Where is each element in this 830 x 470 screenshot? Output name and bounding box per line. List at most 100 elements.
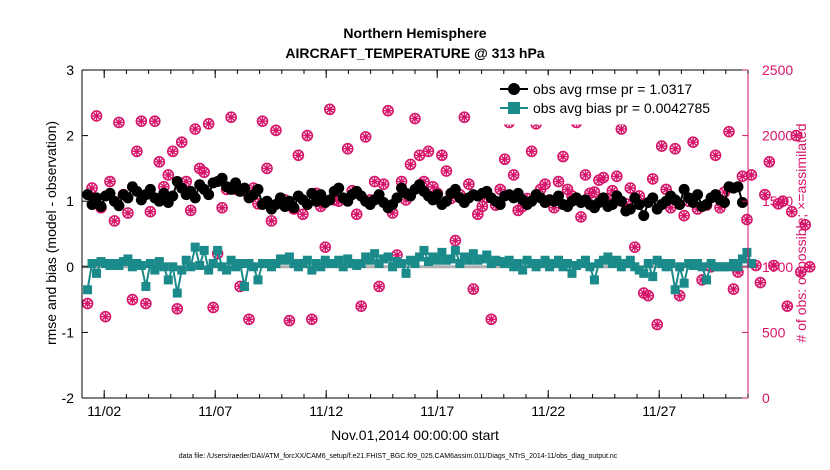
obs-possible-point — [283, 314, 296, 327]
obs-assimilated-point — [760, 190, 770, 199]
bias-point — [87, 259, 97, 269]
bias-point — [567, 268, 577, 278]
obs-possible-point — [525, 145, 538, 158]
obs-assimilated-point — [478, 202, 487, 211]
obs-possible-point — [768, 259, 780, 272]
obs-possible-point — [207, 301, 219, 314]
obs-possible-point — [373, 280, 385, 293]
obs-assimilated-point — [217, 203, 227, 212]
obs-possible-point — [350, 208, 363, 221]
y-tick-label: -2 — [62, 390, 75, 406]
bias-point — [150, 265, 160, 275]
bias-point — [437, 247, 447, 257]
rmse-point — [131, 185, 143, 197]
rmse-point — [216, 172, 228, 184]
bias-point — [482, 250, 492, 260]
obs-assimilated-point — [168, 147, 177, 156]
obs-possible-point — [422, 145, 435, 158]
obs-possible-point — [723, 125, 735, 138]
rmse-point — [674, 198, 686, 210]
obs-possible-point — [144, 205, 157, 218]
rmse-point — [431, 189, 443, 201]
obs-possible-point — [292, 149, 305, 162]
obs-assimilated-point — [419, 177, 429, 186]
obs-possible-point — [135, 115, 148, 127]
bias-point — [397, 259, 407, 269]
obs-assimilated-point — [644, 291, 653, 300]
rmse-point — [288, 202, 300, 214]
bias-point — [141, 281, 151, 291]
obs-possible-point — [377, 178, 390, 190]
obs-possible-point — [579, 169, 592, 181]
obs-assimilated-point — [738, 172, 747, 181]
obs-assimilated-point — [724, 127, 734, 136]
obs-assimilated-point — [110, 216, 119, 226]
obs-possible-point — [485, 313, 498, 326]
x-tick-label: 11/17 — [420, 403, 454, 419]
obs-possible-point — [382, 104, 394, 117]
bias-point — [213, 245, 223, 255]
bias-point — [181, 255, 191, 265]
bias-point — [204, 265, 214, 275]
obs-possible-point — [306, 313, 318, 326]
obs-assimilated-point — [173, 304, 182, 313]
obs-possible-point — [140, 297, 152, 310]
data-file-footnote: data file: /Users/raeder/DAI/ATM_forcXX/… — [179, 453, 618, 460]
obs-assimilated-point — [392, 250, 402, 260]
obs-assimilated-point — [307, 315, 317, 324]
obs-possible-point — [476, 200, 489, 213]
obs-possible-point — [575, 211, 587, 223]
obs-assimilated-point — [164, 170, 173, 180]
obs-assimilated-point — [303, 131, 312, 140]
y-right-tick-label: 2000 — [762, 128, 793, 144]
obs-possible-point — [171, 302, 184, 315]
obs-possible-point — [709, 149, 722, 162]
bias-point — [742, 247, 752, 257]
obs-assimilated-point — [316, 202, 326, 211]
obs-assimilated-point — [787, 207, 796, 216]
bias-point — [154, 257, 164, 267]
x-tick-label: 11/12 — [309, 403, 343, 419]
rmse-point — [633, 198, 645, 210]
obs-possible-point — [319, 241, 332, 253]
obs-assimilated-point — [155, 157, 164, 167]
y-right-tick-label: 1000 — [762, 259, 793, 275]
obs-possible-point — [149, 115, 161, 127]
obs-possible-point — [436, 149, 448, 162]
rmse-point — [732, 181, 744, 193]
obs-assimilated-point — [356, 301, 366, 311]
obs-assimilated-point — [361, 132, 370, 142]
obs-assimilated-point — [711, 151, 720, 160]
obs-possible-point — [611, 170, 623, 183]
obs-assimilated-point — [487, 315, 496, 324]
obs-possible-point — [745, 169, 758, 181]
obs-assimilated-point — [397, 177, 406, 186]
obs-possible-point — [777, 195, 789, 207]
obs-assimilated-point — [267, 216, 276, 226]
obs-assimilated-point — [182, 177, 191, 186]
obs-assimilated-point — [204, 119, 213, 128]
rmse-point — [167, 190, 179, 202]
obs-assimilated-point — [208, 303, 218, 312]
obs-possible-point — [597, 171, 610, 184]
bias-point — [307, 265, 317, 275]
obs-possible-point — [225, 111, 237, 124]
bias-point — [208, 259, 218, 269]
y-axis-right-label: # of obs: o=possible; ×=assimilated — [793, 123, 809, 342]
obs-assimilated-point — [558, 152, 568, 161]
obs-assimilated-point — [783, 301, 792, 311]
bias-point — [504, 255, 514, 265]
obs-assimilated-point — [343, 144, 352, 153]
obs-assimilated-point — [298, 210, 308, 219]
bias-point — [589, 275, 599, 285]
bias-point — [432, 255, 442, 265]
bias-point — [334, 255, 344, 265]
obs-possible-point — [297, 208, 309, 221]
bias-point — [199, 245, 209, 255]
obs-assimilated-point — [83, 299, 92, 308]
obs-assimilated-point — [321, 242, 330, 252]
bias-point — [316, 262, 326, 272]
obs-assimilated-point — [540, 179, 550, 189]
obs-assimilated-point — [464, 179, 474, 189]
rmse-point — [252, 183, 264, 195]
